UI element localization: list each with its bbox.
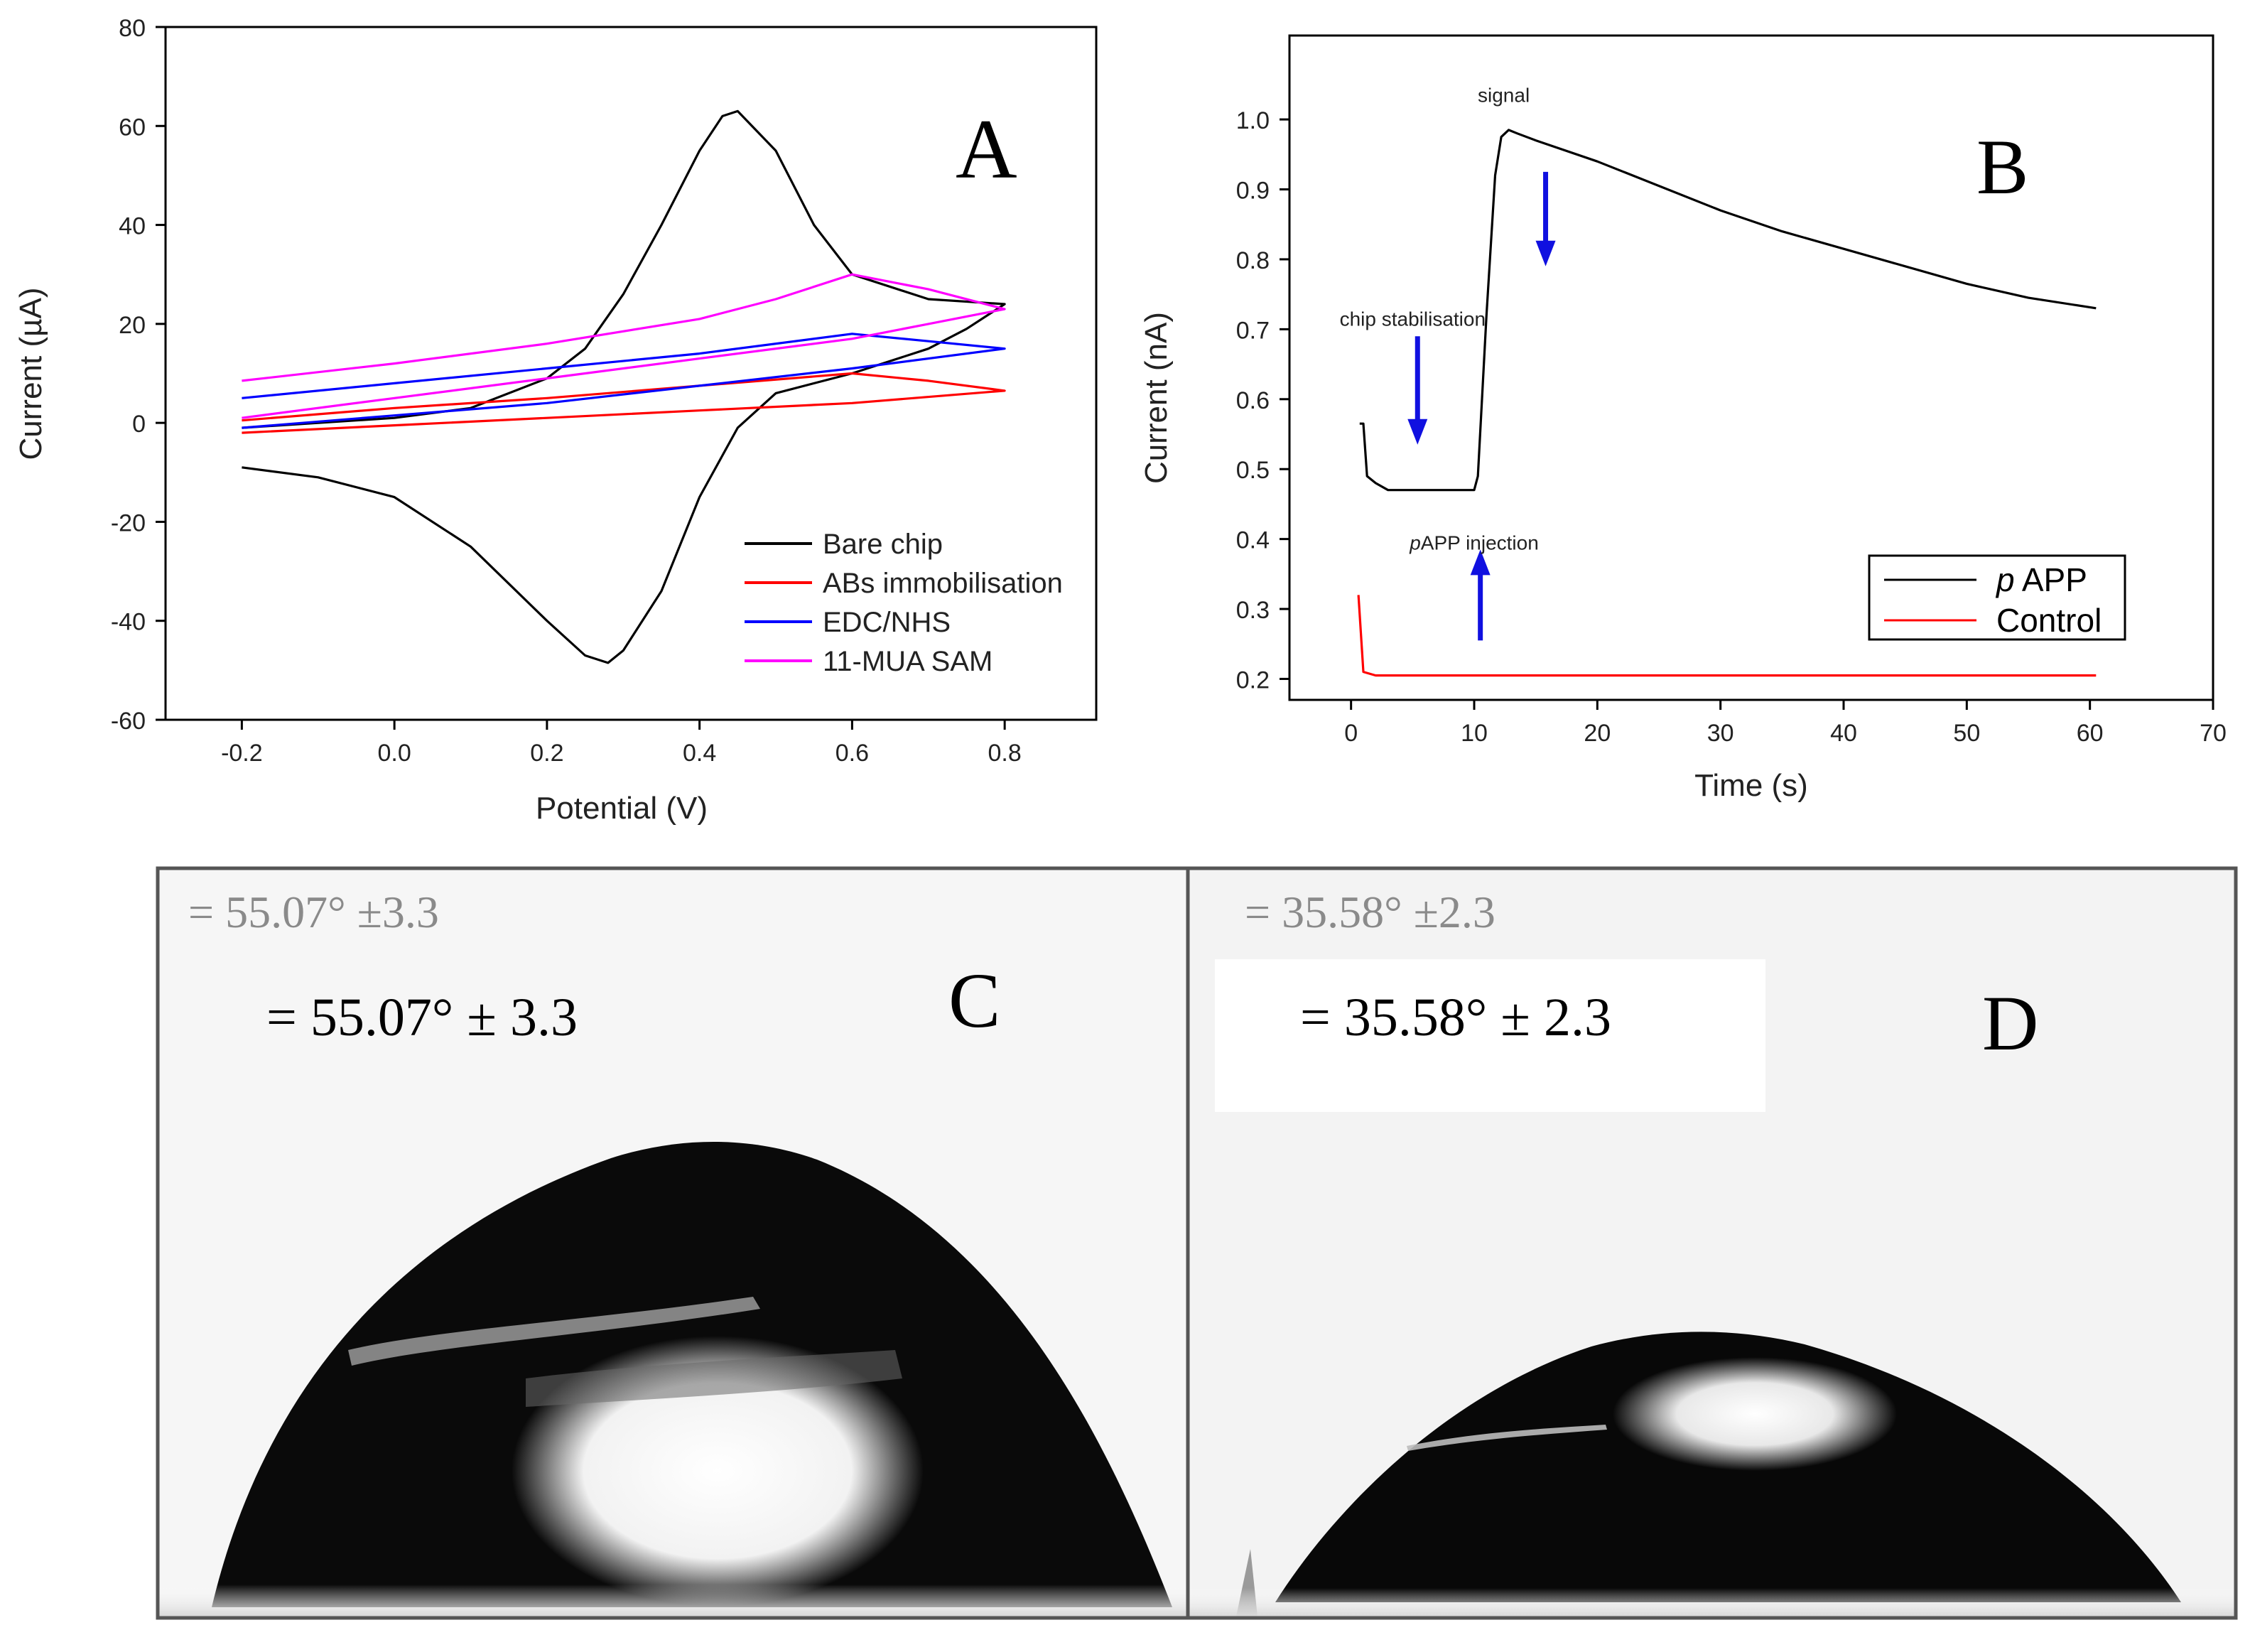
panel-c-photo-label: = 55.07° ±3.3 bbox=[188, 887, 439, 937]
chart-b-legend-box bbox=[1868, 554, 2126, 641]
panel-c-angle-label: = 55.07° ± 3.3 bbox=[266, 988, 578, 1047]
chart-a-series-abs-immobilisation bbox=[242, 372, 1006, 434]
legend-a-label-abs-immobilisation: ABs immobilisation bbox=[823, 568, 1063, 599]
chart-b-arrow-down-head bbox=[1407, 419, 1428, 445]
contact-angle-photos: = 55.07° ±3.3 = 55.07° ± 3.3 C = 35.58° … bbox=[156, 866, 2238, 1620]
chart-a-ytick-label: -20 bbox=[111, 509, 146, 536]
chart-b-xtick-label: 40 bbox=[1830, 720, 1857, 747]
chart-b-xlabel: Time (s) bbox=[1694, 768, 1808, 803]
chart-b-ytick-label: 0.6 bbox=[1236, 387, 1270, 414]
droplet-c-reflection bbox=[526, 1350, 902, 1407]
chart-b-ylabel: Current (nA) bbox=[1139, 312, 1174, 484]
chart-b-annotation-papp-injection: pAPP injection bbox=[1409, 531, 1539, 554]
droplet-c-glare bbox=[512, 1336, 924, 1606]
panel-c-base-fog bbox=[158, 1584, 1188, 1616]
legend-label-control: Control bbox=[1996, 602, 2102, 639]
panel-a-letter: A bbox=[956, 102, 1017, 196]
chart-a-ytick-label: 60 bbox=[119, 114, 146, 141]
chart-b-series-control bbox=[1357, 595, 2097, 677]
chart-a-series-edc-nhs bbox=[242, 333, 1006, 429]
chart-b-annotation-papp-suffix: APP injection bbox=[1421, 531, 1539, 554]
legend-label-papp: p APP bbox=[1995, 561, 2087, 598]
droplet-c-highlight bbox=[348, 1297, 760, 1366]
legend-label-papp-suffix: APP bbox=[2015, 561, 2087, 598]
chart-b-xtick-label: 0 bbox=[1344, 720, 1358, 747]
panel-c: = 55.07° ±3.3 = 55.07° ± 3.3 C bbox=[156, 866, 1190, 1620]
chart-a: -0.2 0.0 0.2 0.4 0.6 0.8 -60 -40 -20 0 20 40 60 80 P… bbox=[13, 15, 1098, 826]
chart-a-series-11-mua-sam bbox=[242, 273, 1006, 419]
legend-a-label-bare-chip: Bare chip bbox=[823, 529, 943, 560]
panel-c-letter: C bbox=[948, 957, 1000, 1044]
panel-d-base-fog bbox=[1188, 1588, 2236, 1616]
chart-b-ytick-label: 0.5 bbox=[1236, 457, 1270, 484]
chart-b-ytick-label: 1.0 bbox=[1236, 107, 1270, 134]
legend-a-label-11-mua-sam: 11-MUA SAM bbox=[823, 646, 993, 677]
chart-a-ylabel: Current (µA) bbox=[13, 288, 48, 460]
panel-d: = 35.58° ±2.3 = 35.58° ± 2.3 D bbox=[1186, 866, 2238, 1620]
chart-b-xtick-label: 30 bbox=[1707, 720, 1734, 747]
chart-a-xtick-label: 0.4 bbox=[683, 740, 716, 767]
chart-b-annotation-chip-stabilisation: chip stabilisation bbox=[1340, 308, 1486, 330]
chart-a-xtick-label: 0.6 bbox=[835, 740, 869, 767]
chart-b-ytick-label: 0.7 bbox=[1236, 317, 1270, 344]
chart-b-series-p-app bbox=[1359, 129, 2097, 492]
panel-d-letter: D bbox=[1982, 980, 2038, 1067]
droplet-d-glare bbox=[1613, 1357, 1897, 1471]
chart-b-legend: p APP Control bbox=[1868, 554, 2126, 641]
chart-b-arrow-down-head bbox=[1535, 240, 1556, 266]
panel-b-letter: B bbox=[1976, 124, 2028, 210]
chart-b-frame bbox=[1288, 34, 2214, 701]
chart-a-xtick-label: 0.8 bbox=[988, 740, 1022, 767]
chart-b-xtick-label: 70 bbox=[2200, 720, 2227, 747]
chart-a-ytick-label: -40 bbox=[111, 609, 146, 636]
panel-d-frame bbox=[1186, 866, 2238, 1620]
chart-a-xlabel: Potential (V) bbox=[536, 791, 708, 826]
chart-a-series-bare-chip bbox=[242, 109, 1006, 664]
chart-b-arrow-up-head bbox=[1470, 549, 1491, 576]
chart-a-legend: Bare chip ABs immobilisation EDC/NHS 11-MUA… bbox=[745, 529, 1063, 677]
chart-b-ytick-label: 0.3 bbox=[1236, 597, 1270, 624]
chart-b-ytick-label: 0.9 bbox=[1236, 178, 1270, 205]
legend-label-papp-prefix: p bbox=[1995, 561, 2015, 598]
chart-a-ytick-label: 20 bbox=[119, 312, 146, 339]
chart-b-xtick-label: 60 bbox=[2077, 720, 2104, 747]
chart-a-ytick-label: -60 bbox=[111, 708, 146, 735]
chart-a-frame bbox=[164, 26, 1098, 721]
chart-b-annotation-signal: signal bbox=[1478, 85, 1530, 107]
chart-a-xtick-label: 0.2 bbox=[530, 740, 563, 767]
panel-d-photo-label: = 35.58° ±2.3 bbox=[1245, 887, 1496, 937]
chart-b: 0 10 20 30 40 50 60 70 0.2 0.3 0.4 0.5 0.6 0.7 0.8 0.9… bbox=[1139, 34, 2227, 803]
chart-b-xtick-label: 20 bbox=[1584, 720, 1611, 747]
chart-b-annotation-papp-prefix: p bbox=[1409, 531, 1421, 554]
chart-a-ytick-label: 40 bbox=[119, 213, 146, 240]
panel-d-label-bg bbox=[1215, 959, 1765, 1112]
chart-a-xtick-label: 0.0 bbox=[377, 740, 411, 767]
legend-a-label-edc-nhs: EDC/NHS bbox=[823, 607, 951, 638]
droplet-d-highlight bbox=[1407, 1425, 1607, 1451]
chart-b-xtick-label: 10 bbox=[1461, 720, 1488, 747]
chart-b-ytick-label: 0.4 bbox=[1236, 527, 1270, 554]
chart-b-ytick-label: 0.2 bbox=[1236, 666, 1270, 693]
chart-a-ytick-label: 80 bbox=[119, 15, 146, 42]
chart-b-ytick-label: 0.8 bbox=[1236, 247, 1270, 274]
chart-b-xtick-label: 50 bbox=[1953, 720, 1980, 747]
panel-d-angle-label: = 35.58° ± 2.3 bbox=[1300, 988, 1611, 1047]
chart-a-xtick-label: -0.2 bbox=[221, 740, 263, 767]
chart-a-ytick-label: 0 bbox=[132, 411, 146, 438]
